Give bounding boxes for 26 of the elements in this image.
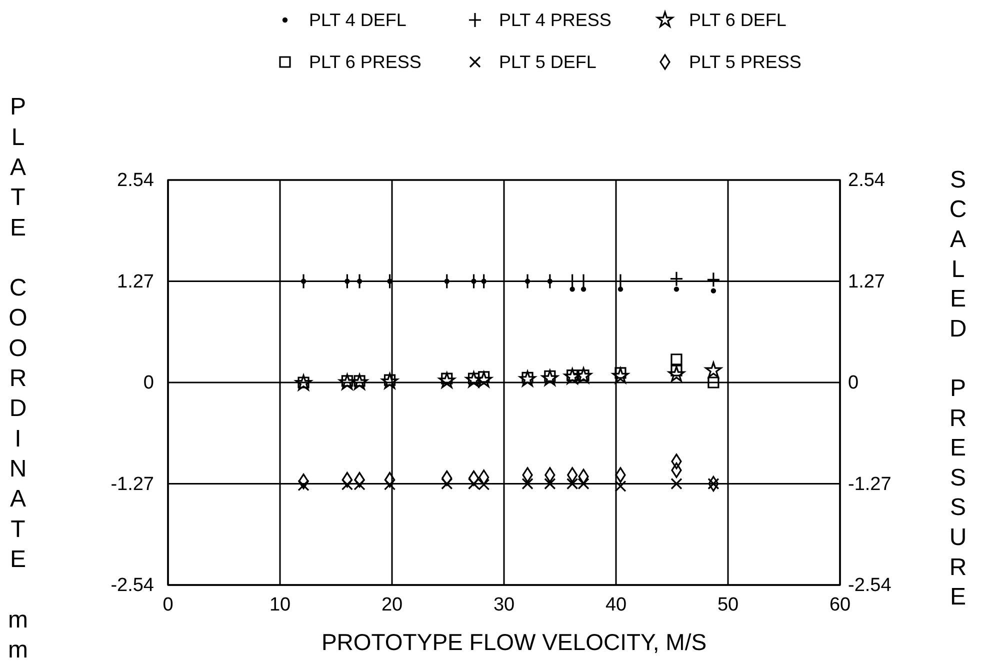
x-tick-label: 30 bbox=[493, 594, 515, 616]
legend-label: PLT 6 DEFL bbox=[689, 10, 786, 30]
y2-tick-label: -1.27 bbox=[848, 474, 892, 495]
legend-label: PLT 6 PRESS bbox=[309, 52, 422, 72]
x-tick-label: 40 bbox=[605, 594, 627, 616]
legend-label: PLT 5 PRESS bbox=[689, 52, 802, 72]
x-tick-label: 0 bbox=[162, 594, 174, 616]
legend-label: PLT 4 PRESS bbox=[499, 10, 612, 30]
y-tick-label: 1.27 bbox=[117, 271, 154, 292]
x-tick-label: 60 bbox=[829, 594, 851, 616]
text: SCALED PRESSURE bbox=[949, 166, 967, 611]
y-tick-label: -1.27 bbox=[110, 474, 154, 495]
y2-tick-label: -2.54 bbox=[848, 575, 892, 596]
y-tick-label: 0 bbox=[143, 372, 154, 394]
y2-tick-label: 2.54 bbox=[848, 170, 886, 192]
y2-tick-label: 0 bbox=[848, 372, 859, 394]
x-tick-label: 10 bbox=[269, 594, 291, 616]
x-axis-title: PROTOTYPE FLOW VELOCITY, M/S bbox=[321, 629, 707, 655]
y2-tick-label: 1.27 bbox=[848, 271, 885, 292]
legend-label: PLT 5 DEFL bbox=[499, 52, 596, 72]
y-tick-label: 2.54 bbox=[117, 170, 154, 192]
legend-label: PLT 4 DEFL bbox=[309, 10, 406, 30]
y-tick-label: -2.54 bbox=[110, 575, 154, 596]
text: PLATE COORDINATE mm bbox=[8, 94, 28, 664]
x-tick-label: 50 bbox=[717, 594, 739, 616]
x-tick-label: 20 bbox=[381, 594, 403, 616]
